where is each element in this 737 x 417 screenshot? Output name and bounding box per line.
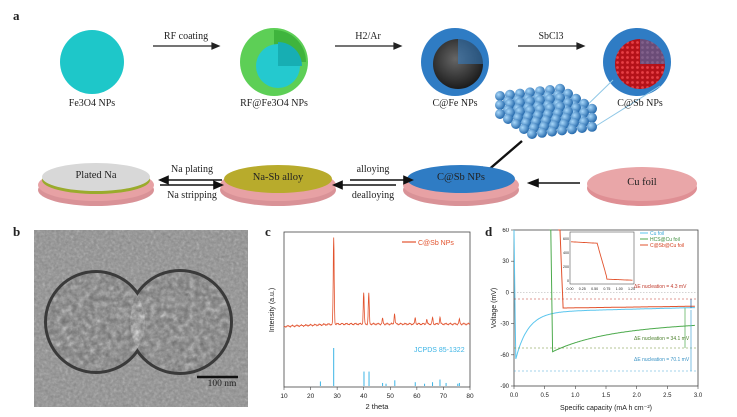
voltage-x-tick-label: 0.5: [540, 393, 549, 399]
xrd-chart: 10 20 30 40 50 60 70 80 C@Sb NPs JCPDS 85-1322 …: [269, 231, 474, 411]
step-h2-ar: H2/Ar: [355, 31, 381, 42]
label-na-plating: Na plating: [171, 164, 213, 175]
nanoparticle: [567, 124, 577, 135]
xrd-x-tick-label: 40: [360, 393, 368, 400]
nanoparticle: [495, 100, 505, 110]
xrd-x-tick-label: 80: [466, 393, 474, 400]
inset-x-tick-label: 0.50: [591, 287, 598, 291]
voltage-y-tick-label: 60: [502, 228, 509, 234]
inset-y-tick-label: 600: [563, 237, 569, 241]
eta-annotation-2: ΔE nucleation = 34.1 mV: [634, 336, 690, 342]
disk-cu-foil: [587, 167, 697, 206]
voltage-y-tick-label: -30: [500, 322, 509, 328]
xrd-legend: C@Sb NPs: [418, 240, 454, 247]
disk-c-sb: [403, 165, 519, 206]
voltage-y-tick-label: -60: [500, 353, 509, 359]
inset-x-tick-label: 0.75: [603, 287, 610, 291]
xrd-x-tick-label: 20: [307, 393, 315, 400]
nanoparticle-array-icon: [495, 83, 597, 139]
disk-label-na-sb: Na-Sb alloy: [252, 172, 304, 183]
label-na-stripping: Na stripping: [167, 190, 217, 201]
xrd-x-tick-label: 60: [413, 393, 421, 400]
step-rf-coating: RF coating: [163, 31, 209, 42]
voltage-x-tick-label: 3.0: [694, 393, 703, 399]
label-fe3o4: Fe3O4 NPs: [68, 98, 116, 109]
disk-label-plated-na: Plated Na: [75, 170, 117, 181]
disk-na-sb-alloy: [220, 165, 336, 206]
disk-plated-na: [38, 163, 154, 206]
voltage-y-tick-label: 30: [502, 259, 509, 265]
disk-label-cu-foil: Cu foil: [627, 177, 657, 188]
voltage-y-tick-label: 0: [506, 290, 510, 296]
legend-hcs-cu-foil: HCS@Cu foil: [650, 237, 680, 243]
voltage-x-tick-label: 2.0: [632, 393, 641, 399]
voltage-x-tick-label: 0.0: [510, 393, 519, 399]
nanoparticle: [503, 114, 513, 124]
xrd-frame: [283, 231, 471, 388]
nanoparticle: [577, 123, 587, 133]
xrd-y-label: Intensity (a.u.): [269, 288, 276, 332]
inset-y-tick-label: 0: [567, 279, 569, 283]
inset-x-tick-label: 1.25: [628, 287, 635, 291]
c-fe-sphere: [421, 28, 489, 96]
fe3o4-sphere: [60, 30, 124, 94]
voltage-x-tick-label: 2.5: [663, 393, 672, 399]
voltage-y-tick-label: -90: [500, 384, 509, 390]
legend-c-sb-cu-foil: C@Sb@Cu foil: [650, 243, 684, 249]
eta-annotation-1: ΔE nucleation = 4.3 mV: [634, 284, 687, 290]
series-hcs-cu-foil: [549, 229, 695, 353]
voltage-y-label: Voltage (mV): [491, 288, 498, 328]
label-rf-fe3o4: RF@Fe3O4 NPs: [240, 98, 308, 109]
panel-a-label: a: [13, 8, 20, 23]
nanoparticle: [587, 121, 597, 132]
xrd-x-tick-label: 70: [440, 393, 448, 400]
panel-b-label: b: [13, 224, 21, 239]
xrd-pattern-line: [283, 237, 471, 328]
voltage-x-label: Specific capacity (mA h cm⁻²): [560, 405, 652, 412]
inset-x-tick-label: 0.00: [567, 287, 574, 291]
voltage-inset: 0.00 0.25 0.50 0.75 1.00 1.25 600 400 200 0: [563, 231, 635, 291]
series-c-sb-cu-foil: [558, 229, 695, 309]
panel-d-label: d: [485, 224, 493, 239]
inset-x-tick-label: 0.25: [579, 287, 586, 291]
nanoparticle: [519, 124, 529, 134]
c-sb-sphere: [603, 28, 671, 96]
disk-label-c-sb: C@Sb NPs: [437, 172, 485, 183]
nanoparticle: [587, 112, 597, 123]
nanoparticle: [511, 119, 521, 129]
xrd-reference-label: JCPDS 85-1322: [414, 347, 465, 354]
voltage-chart: 0.0 0.5 1.0 1.5 2.0 2.5 3.0 60 30 0 -30 -60 -90 ΔE n…: [491, 228, 703, 412]
rf-fe3o4-sphere: [240, 28, 308, 96]
label-dealloying: dealloying: [351, 190, 395, 201]
nanoparticle: [557, 125, 567, 136]
nanoparticle: [495, 109, 505, 119]
legend-cu-foil: Cu foil: [650, 231, 664, 237]
inset-y-tick-label: 200: [563, 265, 569, 269]
nanoparticle: [495, 91, 505, 101]
xrd-x-tick-label: 30: [334, 393, 342, 400]
nanoparticle: [527, 129, 537, 139]
panel-c-label: c: [265, 224, 271, 239]
xrd-x-tick-label: 50: [387, 393, 395, 400]
label-alloying: alloying: [356, 164, 390, 175]
xrd-x-label: 2 theta: [366, 402, 390, 411]
label-c-fe: C@Fe NPs: [432, 98, 478, 109]
nanoparticle: [537, 127, 547, 138]
tem-image: [34, 230, 248, 407]
nanoparticle: [547, 126, 557, 137]
voltage-x-tick-label: 1.5: [602, 393, 611, 399]
eta-annotation-3: ΔE nucleation = 70.1 mV: [634, 357, 690, 363]
voltage-legend: Cu foil HCS@Cu foil C@Sb@Cu foil: [640, 231, 684, 249]
label-c-sb: C@Sb NPs: [617, 98, 663, 109]
tem-scale-bar-label: 100 nm: [207, 379, 237, 389]
nanoparticle: [587, 103, 597, 114]
inset-x-tick-label: 1.00: [616, 287, 623, 291]
schematic-svg: [38, 28, 697, 206]
inset-y-tick-label: 400: [563, 251, 569, 255]
voltage-x-tick-label: 1.0: [571, 393, 580, 399]
xrd-x-tick-label: 10: [280, 393, 288, 400]
step-sbcl3: SbCl3: [538, 31, 564, 42]
series-cu-foil: [513, 229, 695, 360]
